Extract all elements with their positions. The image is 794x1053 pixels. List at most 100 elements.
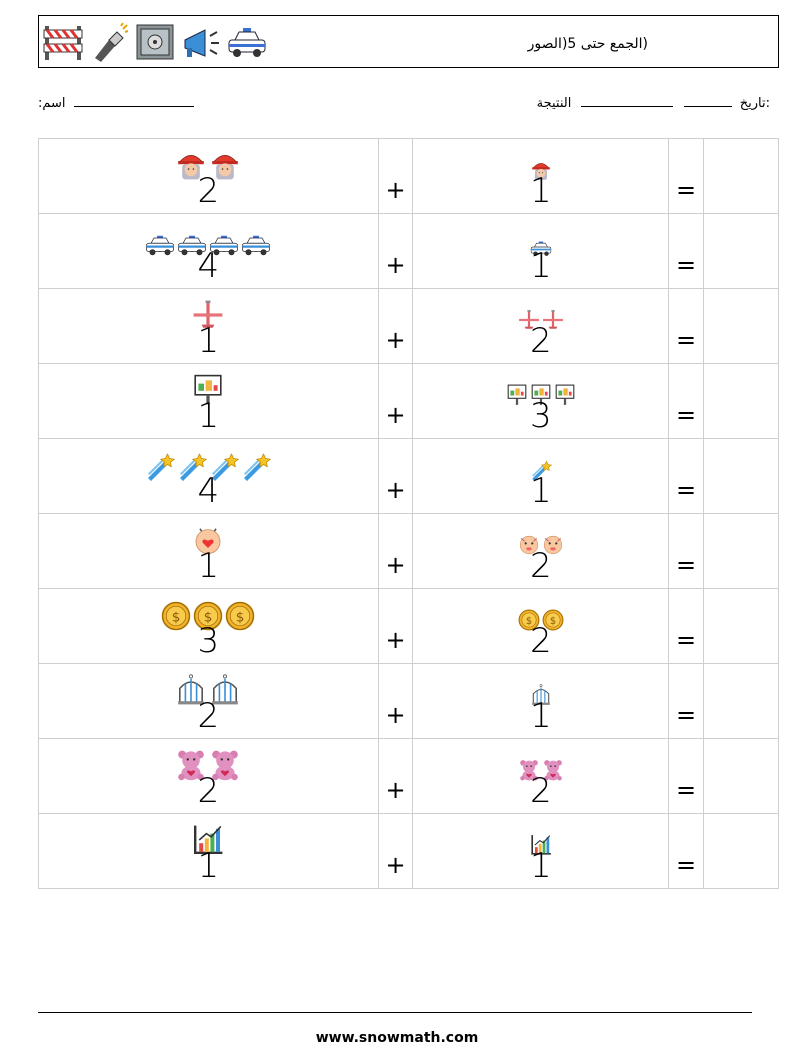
right-picture-group <box>413 670 668 706</box>
firefighter-icon <box>209 149 241 181</box>
problem-row: 4 +1 = <box>38 438 779 514</box>
plus-sign: + <box>385 326 406 354</box>
right-operand: 2 <box>412 288 670 364</box>
equals-sign: = <box>676 551 697 579</box>
left-number: 1 <box>197 321 220 361</box>
right-operand: 3 <box>412 363 670 439</box>
score-blank[interactable] <box>581 95 674 107</box>
answer-box[interactable] <box>703 438 779 514</box>
answer-box[interactable] <box>703 213 779 289</box>
equals-sign: = <box>676 401 697 429</box>
date-blank[interactable] <box>683 95 732 107</box>
right-number: 1 <box>529 471 552 511</box>
equals-cell: = <box>668 813 705 889</box>
answer-box[interactable] <box>703 363 779 439</box>
problem-row: 2 +1 = <box>38 138 779 214</box>
left-operand: 2 <box>38 138 379 214</box>
equals-cell: = <box>668 588 705 664</box>
right-picture-group <box>413 295 668 331</box>
right-number: 1 <box>529 246 552 286</box>
left-picture-group <box>39 670 378 706</box>
left-picture-group <box>39 445 378 481</box>
right-picture-group <box>413 745 668 781</box>
problems-table: 2 +1 = 4 +1 = 1 +2 = 1 +3 = 4 +1 = 1 +2 = $ $ $3 + $ $2 = 2 +1 = 2 +2… <box>38 138 779 889</box>
equals-cell: = <box>668 213 705 289</box>
svg-text:$: $ <box>526 616 532 627</box>
left-number: 2 <box>197 771 220 811</box>
coin-icon: $ <box>518 609 540 631</box>
shooting-star-icon <box>177 451 208 481</box>
right-number: 1 <box>529 696 552 736</box>
plus-sign: + <box>385 701 406 729</box>
left-operand: 2 <box>38 738 379 814</box>
megaphone-icon <box>184 29 219 57</box>
right-operand: 1 <box>412 138 670 214</box>
equals-sign: = <box>676 251 697 279</box>
plus-cell: + <box>377 738 414 814</box>
header-icon-strip <box>43 21 267 63</box>
right-picture-group <box>413 145 668 181</box>
right-operand: 1 <box>412 213 670 289</box>
svg-text:$: $ <box>204 609 213 625</box>
left-number: 1 <box>197 846 220 886</box>
police-car-icon <box>228 28 266 57</box>
right-operand: 1 <box>412 438 670 514</box>
answer-box[interactable] <box>703 513 779 589</box>
problem-row: 1 +2 = <box>38 288 779 364</box>
answer-box[interactable] <box>703 288 779 364</box>
date-label: :تاريخ <box>739 96 770 111</box>
svg-text:$: $ <box>550 616 556 627</box>
problem-row: $ $ $3 + $ $2 = <box>38 588 779 664</box>
plus-sign: + <box>385 851 406 879</box>
right-operand: 1 <box>412 813 670 889</box>
police-car-icon <box>145 235 175 256</box>
shooting-star-icon <box>530 459 552 481</box>
worksheet-title: (الجمع حتى 5(الصور <box>527 36 648 52</box>
answer-box[interactable] <box>703 738 779 814</box>
left-operand: $ $ $3 <box>38 588 379 664</box>
plus-sign: + <box>385 476 406 504</box>
plus-cell: + <box>377 438 414 514</box>
answer-box[interactable] <box>703 588 779 664</box>
plus-sign: + <box>385 176 406 204</box>
airplane-icon <box>192 299 224 331</box>
coin-icon: $ <box>193 601 223 631</box>
right-operand: $ $2 <box>412 588 670 664</box>
plus-cell: + <box>377 213 414 289</box>
left-number: 3 <box>197 621 220 661</box>
left-operand: 4 <box>38 438 379 514</box>
birdcage-icon <box>175 674 207 706</box>
equals-cell: = <box>668 138 705 214</box>
answer-box[interactable] <box>703 813 779 889</box>
billboard-icon <box>530 384 552 406</box>
right-number: 2 <box>529 621 552 661</box>
left-operand: 1 <box>38 513 379 589</box>
answer-box[interactable] <box>703 663 779 739</box>
equals-sign: = <box>676 476 697 504</box>
plus-sign: + <box>385 251 406 279</box>
right-picture-group: $ $ <box>413 595 668 631</box>
birdcage-icon <box>530 684 552 706</box>
left-picture-group <box>39 820 378 856</box>
plus-cell: + <box>377 138 414 214</box>
smile-face-icon <box>542 534 564 556</box>
bar-chart-icon <box>530 834 552 856</box>
worksheet-header: (الجمع حتى 5(الصور <box>38 15 779 68</box>
equals-sign: = <box>676 626 697 654</box>
billboard-icon <box>554 384 576 406</box>
problem-row: 4 +1 = <box>38 213 779 289</box>
right-picture-group <box>413 220 668 256</box>
equals-cell: = <box>668 438 705 514</box>
answer-box[interactable] <box>703 138 779 214</box>
problem-row: 1 +2 = <box>38 513 779 589</box>
plus-sign: + <box>385 776 406 804</box>
police-car-icon <box>530 241 552 256</box>
left-picture-group <box>39 295 378 331</box>
right-number: 2 <box>529 771 552 811</box>
name-blank[interactable] <box>73 95 194 107</box>
teddy-bear-icon <box>175 749 207 781</box>
right-picture-group <box>413 445 668 481</box>
left-picture-group <box>39 745 378 781</box>
shooting-star-icon <box>241 451 272 481</box>
plus-cell: + <box>377 363 414 439</box>
